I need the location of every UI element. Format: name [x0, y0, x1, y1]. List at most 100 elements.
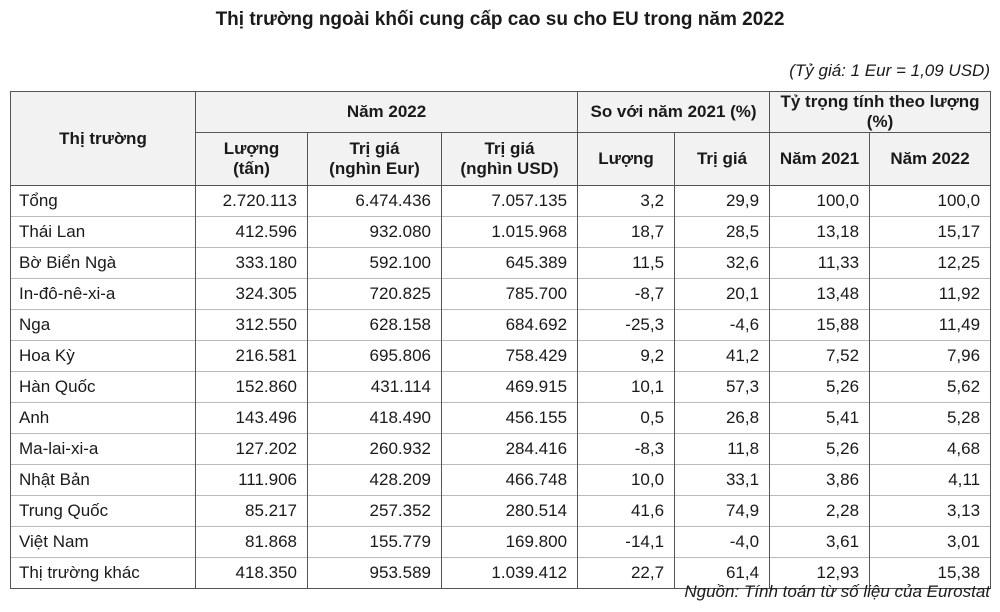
value-cell: 418.350	[195, 557, 308, 589]
value-cell: -8,3	[577, 433, 676, 465]
value-cell: -4,0	[674, 526, 771, 558]
value-cell: 5,26	[769, 371, 871, 403]
value-cell: 418.490	[307, 402, 442, 434]
value-cell: 324.305	[195, 278, 308, 310]
market-name-cell: Anh	[10, 402, 196, 434]
value-cell: 4,11	[869, 464, 992, 496]
value-cell: 10,0	[577, 464, 676, 496]
value-cell: 28,5	[674, 216, 771, 248]
value-cell: 932.080	[307, 216, 442, 248]
table-body: Tổng 2.720.113 6.474.436 7.057.135 3,2 29,9 10…	[10, 185, 992, 589]
value-cell: 2.720.113	[195, 185, 308, 217]
table-row: Hàn Quốc 152.860 431.114 469.915 10,1 57,3 5,2…	[10, 371, 992, 403]
value-cell: 100,0	[769, 185, 871, 217]
value-cell: 758.429	[440, 340, 579, 372]
value-cell: 257.352	[307, 495, 442, 527]
value-cell: 11,33	[769, 247, 871, 279]
value-cell: 4,68	[869, 433, 992, 465]
value-cell: 29,9	[674, 185, 771, 217]
header-group-2022: Năm 2022	[194, 91, 579, 133]
value-cell: 695.806	[307, 340, 442, 372]
value-cell: 466.748	[440, 464, 579, 496]
market-name-cell: Hàn Quốc	[10, 371, 196, 403]
value-cell: 11,8	[674, 433, 771, 465]
exchange-rate-note: (Tỷ giá: 1 Eur = 1,09 USD)	[789, 61, 990, 80]
value-cell: 3,61	[769, 526, 871, 558]
value-cell: 431.114	[307, 371, 442, 403]
value-cell: 18,7	[577, 216, 676, 248]
header-volume-line2: (tấn)	[233, 159, 270, 178]
value-cell: 100,0	[869, 185, 992, 217]
header-value-eur-line1: Trị giá	[349, 139, 400, 158]
value-cell: 953.589	[307, 557, 442, 589]
value-cell: 26,8	[674, 402, 771, 434]
header-group-share: Tỷ trọng tính theo lượng (%)	[769, 91, 992, 133]
value-cell: 11,5	[577, 247, 676, 279]
value-cell: 785.700	[440, 278, 579, 310]
value-cell: 628.158	[307, 309, 442, 341]
header-volume: Lượng (tấn)	[195, 132, 308, 186]
value-cell: 456.155	[440, 402, 579, 434]
value-cell: 1.015.968	[440, 216, 579, 248]
header-value-usd-line1: Trị giá	[484, 139, 535, 158]
document-title: Thị trường ngoài khối cung cấp cao su ch…	[215, 9, 785, 30]
market-name-cell: Hoa Kỳ	[10, 340, 196, 372]
value-cell: 5,62	[869, 371, 992, 403]
market-name-cell: Bờ Biển Ngà	[10, 247, 196, 279]
table-row: Tổng 2.720.113 6.474.436 7.057.135 3,2 29,9 10…	[10, 185, 992, 217]
source-note: Nguồn: Tính toán từ số liệu của Eurostat	[684, 582, 990, 601]
table-row: Trung Quốc 85.217 257.352 280.514 41,6 74,9 2,…	[10, 495, 992, 527]
value-cell: 412.596	[195, 216, 308, 248]
value-cell: 3,86	[769, 464, 871, 496]
value-cell: 1.039.412	[440, 557, 579, 589]
value-cell: 3,13	[869, 495, 992, 527]
value-cell: 155.779	[307, 526, 442, 558]
value-cell: 7,96	[869, 340, 992, 372]
value-cell: 3,2	[577, 185, 676, 217]
market-name-cell: Tổng	[10, 185, 196, 217]
value-cell: 127.202	[195, 433, 308, 465]
value-cell: 81.868	[195, 526, 308, 558]
table-row: Bờ Biển Ngà 333.180 592.100 645.389 11,5 32,6…	[10, 247, 992, 279]
table-row: Ma-lai-xi-a 127.202 260.932 284.416 -8,3 11,8…	[10, 433, 992, 465]
value-cell: 111.906	[195, 464, 308, 496]
value-cell: 3,01	[869, 526, 992, 558]
value-cell: 15,17	[869, 216, 992, 248]
table-row: Anh 143.496 418.490 456.155 0,5 26,8 5,41 5,28	[10, 402, 992, 434]
value-cell: 11,92	[869, 278, 992, 310]
value-cell: 645.389	[440, 247, 579, 279]
header-value-eur: Trị giá (nghìn Eur)	[307, 132, 442, 186]
header-group-vs-2021: So với năm 2021 (%)	[577, 91, 771, 133]
value-cell: 9,2	[577, 340, 676, 372]
value-cell: 284.416	[440, 433, 579, 465]
table-row: Thị trường khác 418.350 953.589 1.039.412 22…	[10, 557, 992, 589]
value-cell: 13,18	[769, 216, 871, 248]
table-row: Hoa Kỳ 216.581 695.806 758.429 9,2 41,2 7,52 7,…	[10, 340, 992, 372]
header-volume-line1: Lượng	[223, 139, 280, 158]
value-cell: 469.915	[440, 371, 579, 403]
value-cell: 143.496	[195, 402, 308, 434]
value-cell: 216.581	[195, 340, 308, 372]
value-cell: 7,52	[769, 340, 871, 372]
market-name-cell: Ma-lai-xi-a	[10, 433, 196, 465]
market-name-cell: Nga	[10, 309, 196, 341]
value-cell: 15,38	[869, 557, 992, 589]
value-cell: 684.692	[440, 309, 579, 341]
value-cell: 12,25	[869, 247, 992, 279]
value-cell: 5,28	[869, 402, 992, 434]
table-row: Nhật Bản 111.906 428.209 466.748 10,0 33,1 3,8…	[10, 464, 992, 496]
market-name-cell: In-đô-nê-xi-a	[10, 278, 196, 310]
value-cell: 6.474.436	[307, 185, 442, 217]
value-cell: 0,5	[577, 402, 676, 434]
market-name-cell: Trung Quốc	[10, 495, 196, 527]
market-name-cell: Việt Nam	[10, 526, 196, 558]
market-name-cell: Nhật Bản	[10, 464, 196, 496]
value-cell: 5,41	[769, 402, 871, 434]
value-cell: -25,3	[577, 309, 676, 341]
header-value-eur-line2: (nghìn Eur)	[329, 159, 420, 178]
value-cell: 428.209	[307, 464, 442, 496]
value-cell: 5,26	[769, 433, 871, 465]
market-name-cell: Thị trường khác	[10, 557, 196, 589]
header-value-usd: Trị giá (nghìn USD)	[440, 132, 579, 186]
value-cell: 85.217	[195, 495, 308, 527]
